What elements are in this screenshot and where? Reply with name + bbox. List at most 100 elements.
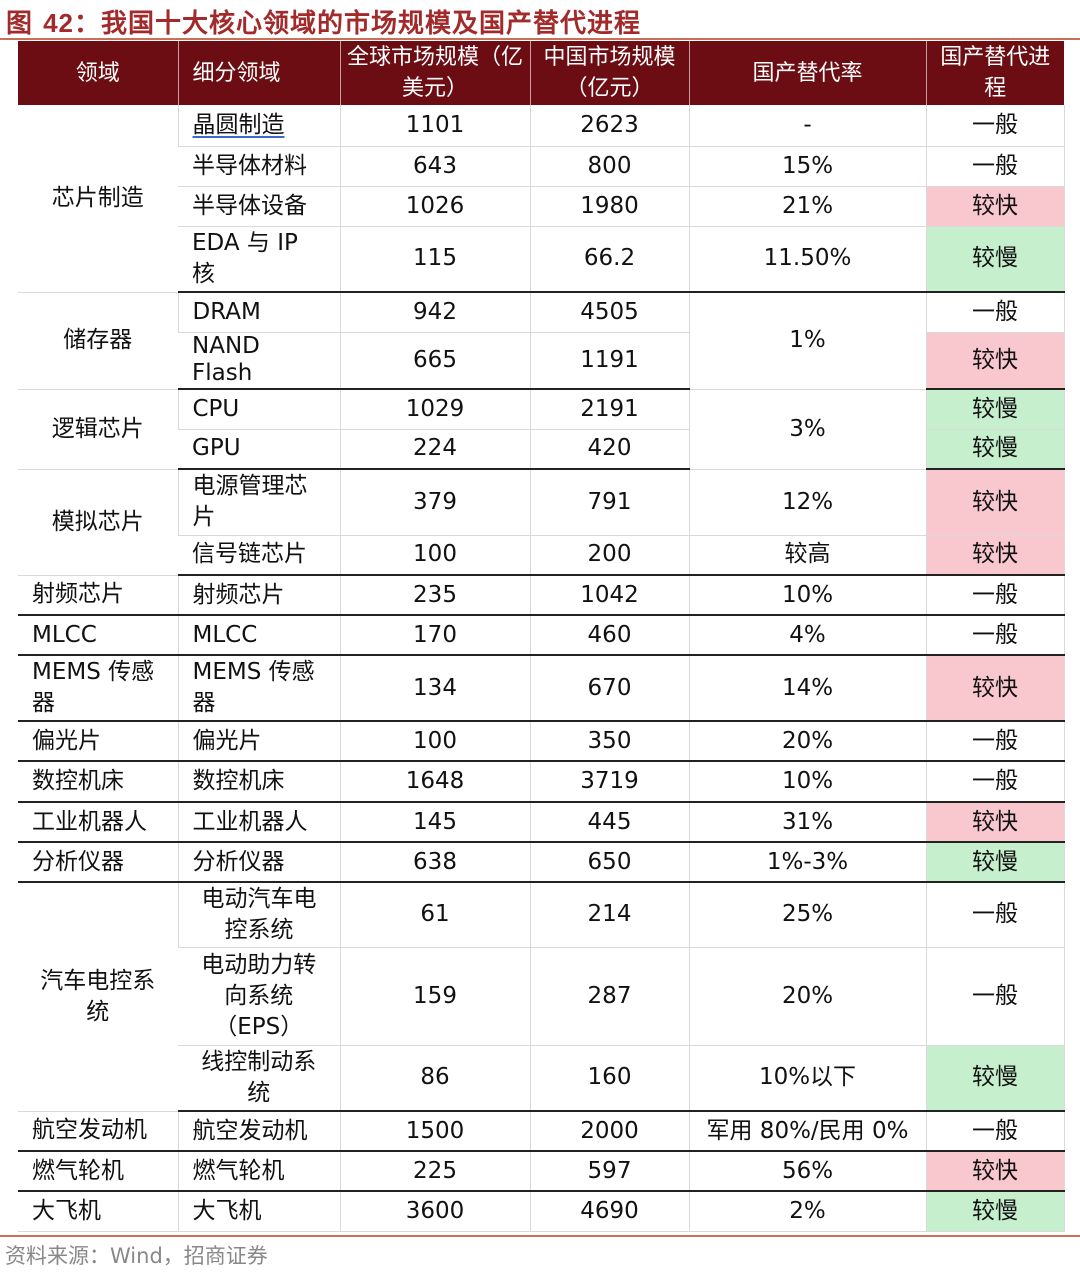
domain-cell: 储存器 [18, 292, 178, 390]
china-size-cell: 670 [529, 655, 689, 722]
progress-cell-slow: 较慢 [925, 1191, 1065, 1232]
subdomain-cell: 线控制动系统 [178, 1045, 340, 1112]
rate-cell: 15% [688, 146, 926, 187]
header-global-size: 全球市场规模（亿美元） [339, 41, 530, 105]
china-size-cell: 445 [529, 802, 689, 843]
table-row: 半导体材料 643 800 15% 一般 [18, 146, 1065, 187]
subdomain-cell: 射频芯片 [177, 575, 340, 616]
china-size-cell: 1191 [529, 332, 689, 390]
china-size-cell: 650 [529, 842, 689, 883]
progress-cell: 一般 [925, 146, 1065, 187]
table-row: 工业机器人 工业机器人 145 445 31% 较快 [18, 802, 1065, 843]
rate-cell: 1%-3% [688, 842, 926, 883]
global-size-cell: 1648 [339, 761, 530, 803]
global-size-cell: 1101 [339, 105, 530, 147]
table-row: NAND Flash 665 1191 较快 [18, 332, 1065, 390]
rate-cell: 11.50% [688, 226, 926, 293]
table-row: 射频芯片 射频芯片 235 1042 10% 一般 [18, 575, 1065, 616]
figure-number: 42 [43, 8, 74, 38]
progress-cell-fast: 较快 [925, 469, 1065, 536]
progress-cell: 一般 [925, 761, 1065, 803]
global-size-cell: 1026 [339, 186, 530, 227]
china-size-cell: 2000 [529, 1111, 689, 1152]
figure-label: 图 [6, 9, 34, 39]
progress-cell-fast: 较快 [925, 802, 1065, 843]
domain-cell: 射频芯片 [18, 575, 178, 616]
table-row: 燃气轮机 燃气轮机 225 597 56% 较快 [18, 1151, 1065, 1192]
rate-cell: 10%以下 [688, 1045, 926, 1112]
global-size-cell: 3600 [339, 1191, 530, 1232]
global-size-cell: 1029 [339, 389, 530, 430]
subdomain-cell: 工业机器人 [177, 802, 340, 843]
rate-cell: 12% [688, 469, 926, 536]
domain-text: 汽车电控系统 [40, 967, 156, 1025]
global-size-cell: 379 [339, 469, 530, 536]
global-size-cell: 638 [339, 842, 530, 883]
global-size-cell: 170 [339, 615, 530, 656]
global-size-cell: 235 [339, 575, 530, 616]
global-size-cell: 134 [339, 655, 530, 722]
table-row: 分析仪器 分析仪器 638 650 1%-3% 较慢 [18, 842, 1065, 883]
domain-cell: 偏光片 [18, 721, 178, 762]
rate-cell: 20% [688, 947, 926, 1046]
subdomain-text: 电动助力转向系统（EPS） [201, 951, 317, 1040]
progress-cell-fast: 较快 [925, 535, 1065, 576]
china-size-cell: 597 [529, 1151, 689, 1192]
subdomain-cell: 信号链芯片 [178, 535, 340, 576]
figure-colon: ： [74, 9, 102, 39]
global-size-cell: 643 [339, 146, 530, 187]
china-size-cell: 2191 [529, 389, 689, 430]
subdomain-cell: 晶圆制造 [177, 105, 340, 147]
china-size-cell: 420 [529, 429, 689, 470]
domain-cell: 数控机床 [18, 761, 178, 803]
progress-cell-fast: 较快 [925, 186, 1065, 227]
rate-cell: 10% [688, 575, 926, 616]
progress-cell-slow: 较慢 [925, 389, 1065, 430]
header-progress: 国产替代进程 [925, 41, 1064, 105]
subdomain-cell: CPU [177, 389, 340, 430]
china-size-cell: 214 [529, 882, 689, 948]
rate-cell: 3% [688, 389, 926, 470]
domain-cell: 燃气轮机 [18, 1151, 178, 1192]
global-size-cell: 225 [339, 1151, 530, 1192]
bottom-rule [0, 1235, 1080, 1237]
global-size-cell: 1500 [339, 1111, 530, 1152]
subdomain-cell: MLCC [177, 615, 340, 656]
subdomain-text: 电动汽车电控系统 [201, 885, 317, 943]
china-size-cell: 4505 [529, 292, 689, 333]
subdomain-cell: 偏光片 [177, 721, 340, 762]
header-rate: 国产替代率 [688, 41, 926, 105]
china-size-cell: 160 [529, 1045, 689, 1112]
rate-cell: 20% [688, 721, 926, 762]
progress-cell-fast: 较快 [925, 1151, 1065, 1192]
china-size-cell: 287 [529, 947, 689, 1046]
global-size-cell: 100 [339, 721, 530, 762]
subdomain-cell: MEMS 传感器 [177, 655, 340, 722]
progress-cell-slow: 较慢 [925, 1045, 1065, 1112]
global-size-cell: 942 [339, 292, 530, 333]
subdomain-text: 电源管理芯片 [192, 473, 308, 531]
subdomain-cell: 燃气轮机 [177, 1151, 340, 1192]
progress-cell: 一般 [925, 882, 1065, 948]
progress-cell: 一般 [925, 615, 1065, 656]
global-size-cell: 224 [339, 429, 530, 470]
top-rule [0, 38, 1080, 40]
table-row: 信号链芯片 100 200 较高 较快 [18, 535, 1065, 576]
domain-cell: 逻辑芯片 [18, 389, 178, 470]
china-size-cell: 2623 [529, 105, 689, 147]
header-row: 领域 细分领域 全球市场规模（亿美元） 中国市场规模（亿元） 国产替代率 国产替… [18, 41, 1064, 105]
progress-cell: 一般 [925, 575, 1065, 616]
rate-cell: 14% [688, 655, 926, 722]
header-domain: 领域 [18, 41, 178, 105]
rate-cell: 4% [688, 615, 926, 656]
subdomain-cell: 半导体设备 [178, 186, 340, 227]
global-size-cell: 86 [339, 1045, 530, 1112]
subdomain-link[interactable]: 晶圆制造 [192, 111, 285, 138]
subdomain-text: NAND Flash [192, 333, 260, 387]
china-size-cell: 1042 [529, 575, 689, 616]
domain-cell: 航空发动机 [18, 1111, 178, 1152]
table-row: 芯片制造 晶圆制造 1101 2623 - 一般 [18, 105, 1065, 293]
header-subdomain: 细分领域 [177, 41, 340, 105]
global-size-cell: 115 [339, 226, 530, 293]
progress-cell-fast: 较快 [925, 655, 1065, 722]
